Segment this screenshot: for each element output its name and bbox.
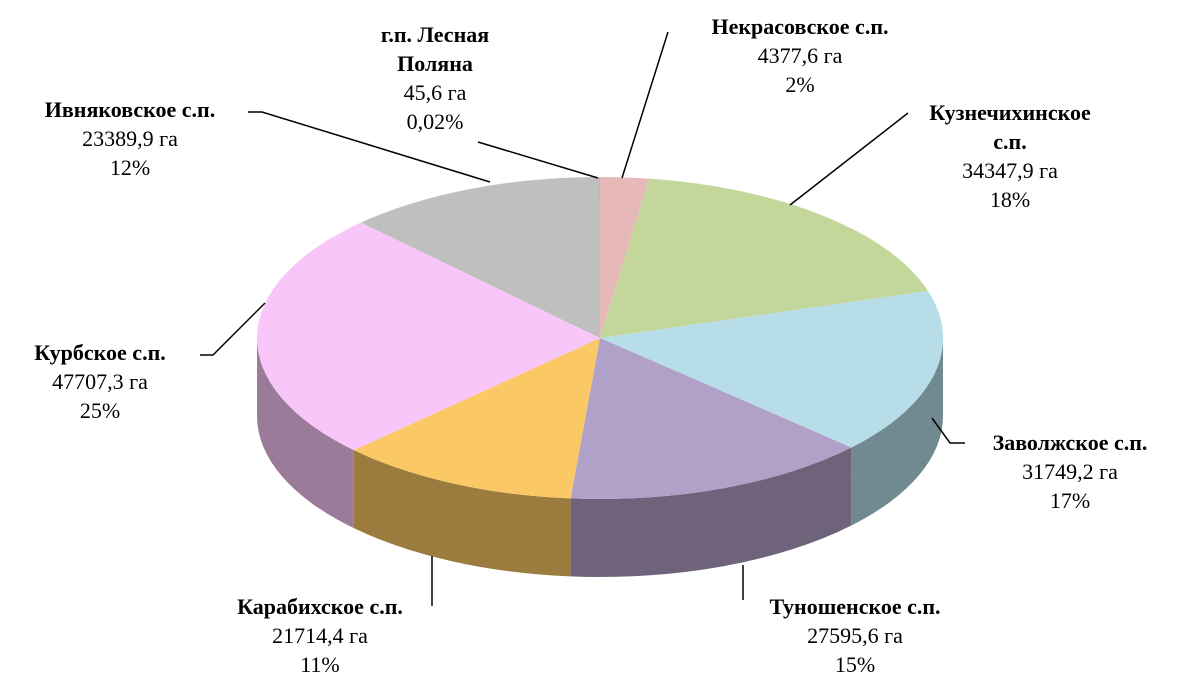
- slice: [599, 177, 600, 338]
- data-label: Ивняковское с.п. 23389,9 га 12%: [10, 95, 250, 182]
- value-label: 45,6 га: [403, 80, 467, 105]
- data-label: г.п. Лесная Поляна 45,6 га 0,02%: [350, 20, 520, 136]
- percent-label: 0,02%: [406, 109, 464, 134]
- value-label: 47707,3 га: [52, 369, 148, 394]
- slice: [360, 177, 600, 338]
- percent-label: 2%: [785, 72, 815, 97]
- data-label: Курбское с.п. 47707,3 га 25%: [0, 338, 200, 425]
- slice-side: [353, 450, 571, 577]
- leader-line: [789, 112, 909, 206]
- value-label: 4377,6 га: [757, 43, 843, 68]
- slice-name: Туношенское с.п.: [769, 594, 941, 619]
- slice-side: [570, 447, 852, 577]
- percent-label: 15%: [834, 652, 876, 677]
- slice-side: [257, 338, 354, 529]
- slice: [256, 222, 600, 451]
- leader-line: [621, 31, 669, 179]
- leader-line: [248, 111, 491, 183]
- value-label: 34347,9 га: [962, 158, 1058, 183]
- data-label: Карабихское с.п. 21714,4 га 11%: [195, 592, 445, 679]
- percent-label: 17%: [1049, 488, 1091, 513]
- slice: [570, 338, 852, 499]
- slice-side: [851, 338, 943, 526]
- slice-name: Курбское с.п.: [34, 340, 166, 365]
- leader-line: [200, 302, 266, 356]
- slice: [353, 338, 600, 499]
- percent-label: 11%: [300, 652, 340, 677]
- data-label: Заволжское с.п. 31749,2 га 17%: [955, 428, 1183, 515]
- data-label: Некрасовское с.п. 4377,6 га 2%: [670, 12, 930, 99]
- value-label: 21714,4 га: [272, 623, 368, 648]
- percent-label: 12%: [109, 155, 151, 180]
- leader-line: [477, 141, 599, 179]
- value-label: 31749,2 га: [1022, 459, 1118, 484]
- leader-line: [931, 417, 965, 444]
- percent-label: 25%: [79, 398, 121, 423]
- value-label: 23389,9 га: [82, 126, 178, 151]
- slice-name: Кузнечихинское с.п.: [929, 100, 1091, 154]
- slice-name: Некрасовское с.п.: [711, 14, 889, 39]
- slice-name: Карабихское с.п.: [237, 594, 403, 619]
- slice-name: Ивняковское с.п.: [44, 97, 216, 122]
- percent-label: 18%: [989, 187, 1031, 212]
- slice: [600, 290, 944, 448]
- value-label: 27595,6 га: [807, 623, 903, 648]
- slice: [600, 178, 929, 338]
- data-label: Туношенское с.п. 27595,6 га 15%: [730, 592, 980, 679]
- slice-name: г.п. Лесная Поляна: [380, 22, 490, 76]
- slice: [600, 177, 650, 338]
- slice-name: Заволжское с.п.: [992, 430, 1148, 455]
- data-label: Кузнечихинское с.п. 34347,9 га 18%: [910, 98, 1110, 214]
